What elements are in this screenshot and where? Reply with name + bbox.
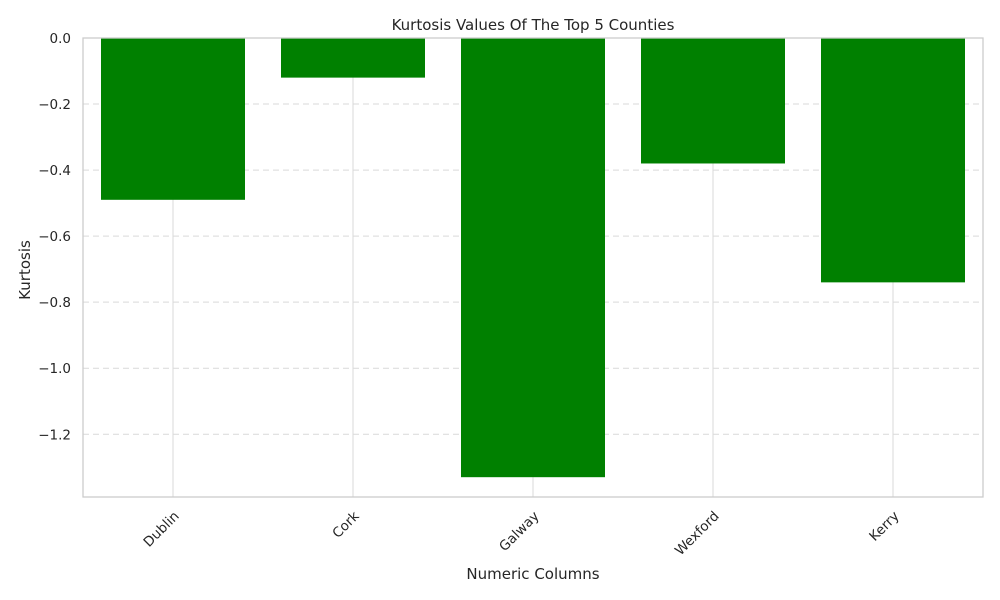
- y-tick-label: −0.4: [38, 163, 71, 179]
- x-tick-label-wexford: Wexford: [672, 508, 723, 559]
- bar-cork: [281, 38, 425, 78]
- x-axis-label: Numeric Columns: [466, 565, 599, 583]
- y-tick-label: 0.0: [50, 31, 71, 47]
- y-axis-label: Kurtosis: [16, 240, 34, 300]
- y-tick-label: −1.0: [38, 361, 71, 377]
- x-tick-label-dublin: Dublin: [140, 508, 182, 550]
- bar-dublin: [101, 38, 245, 200]
- bar-kerry: [821, 38, 965, 283]
- x-tick-label-kerry: Kerry: [866, 508, 902, 544]
- bar-galway: [461, 38, 605, 478]
- y-tick-label: −0.8: [38, 295, 71, 311]
- chart-title: Kurtosis Values Of The Top 5 Counties: [392, 16, 675, 34]
- plot-frame: [82, 37, 984, 498]
- x-tick-label-cork: Cork: [329, 508, 362, 541]
- x-tick-label-galway: Galway: [496, 508, 543, 555]
- bar-wexford: [641, 38, 785, 164]
- y-tick-label: −1.2: [38, 427, 71, 443]
- y-tick-label: −0.6: [38, 229, 71, 245]
- plot-area: 0.0 −0.2 −0.4 −0.6 −0.8 −1.0 −1.2 Dublin Cork Gal…: [38, 31, 984, 559]
- y-tick-label: −0.2: [38, 97, 71, 113]
